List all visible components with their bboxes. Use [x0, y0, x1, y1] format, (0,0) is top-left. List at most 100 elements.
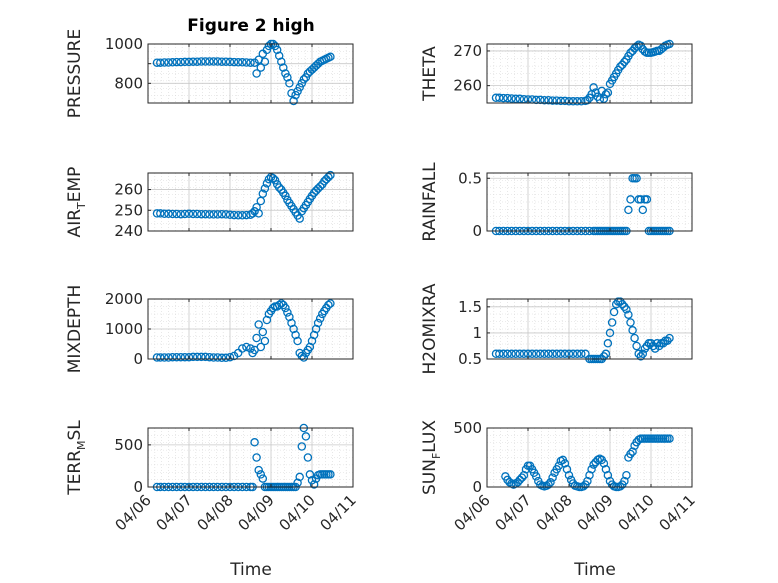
- data-point: [665, 333, 674, 343]
- data-point: [277, 57, 286, 66]
- data-point: [609, 307, 619, 317]
- data-point: [577, 349, 586, 359]
- data-point: [632, 174, 641, 183]
- axes-frame: [486, 298, 693, 360]
- y-tick-label: 0: [133, 350, 143, 368]
- data-point: [303, 453, 313, 462]
- data-point: [264, 174, 274, 184]
- data-point: [620, 57, 629, 67]
- data-point: [256, 342, 266, 352]
- data-point: [636, 195, 646, 204]
- data-point: [603, 88, 613, 97]
- data-point: [620, 476, 629, 486]
- data-point: [192, 209, 202, 219]
- data-point: [229, 57, 239, 67]
- y-tick-label: 250: [114, 201, 143, 219]
- data-point: [603, 470, 613, 480]
- data-point: [258, 474, 268, 483]
- y-tick-label: 270: [453, 42, 482, 60]
- data-point: [279, 63, 288, 72]
- data-point: [324, 300, 333, 310]
- data-point: [201, 209, 210, 219]
- data-point: [256, 63, 266, 72]
- data-point: [536, 349, 545, 359]
- data-point: [201, 57, 210, 66]
- data-point: [217, 353, 227, 363]
- data-point: [281, 303, 290, 313]
- data-point: [192, 57, 202, 66]
- data-point: [184, 209, 194, 219]
- data-point: [160, 353, 169, 362]
- axes-frame: [486, 172, 693, 232]
- data-point: [299, 75, 309, 84]
- data-point: [164, 58, 173, 67]
- data-point: [544, 95, 553, 105]
- data-point: [517, 473, 527, 482]
- data-point: [254, 320, 263, 329]
- y-axis-label: H2OMIXRA: [420, 283, 440, 374]
- data-point: [301, 432, 311, 441]
- data-point: [599, 459, 609, 468]
- data-point: [515, 94, 525, 104]
- subplot-3: 240 250 260 AIRTEMP: [65, 167, 354, 240]
- axes-frame: [486, 427, 693, 488]
- data-point: [225, 352, 235, 362]
- data-point: [285, 79, 294, 88]
- data-point: [499, 349, 508, 359]
- data-point: [213, 353, 222, 362]
- data-point: [270, 176, 280, 185]
- data-point: [309, 480, 319, 489]
- data-point: [168, 58, 177, 67]
- data-point: [188, 57, 198, 66]
- data-point: [315, 182, 325, 191]
- data-point: [238, 58, 247, 67]
- data-point: [172, 352, 181, 362]
- data-point: [544, 349, 553, 359]
- data-point: [605, 328, 615, 338]
- series-markers: [152, 170, 335, 223]
- y-tick-label: 0.5: [458, 350, 482, 368]
- data-point: [618, 299, 627, 309]
- data-point: [238, 211, 247, 220]
- data-point: [213, 57, 222, 66]
- y-tick-label: 260: [114, 181, 143, 199]
- data-point: [258, 327, 268, 337]
- data-point: [552, 349, 561, 359]
- data-point: [626, 318, 635, 327]
- data-point: [225, 210, 235, 220]
- data-point: [192, 352, 202, 362]
- data-point: [616, 297, 625, 306]
- data-point: [581, 349, 590, 359]
- data-point: [326, 52, 335, 62]
- data-point: [519, 470, 529, 480]
- data-point: [583, 95, 592, 105]
- data-point: [638, 349, 648, 359]
- y-tick-label: 260: [453, 77, 482, 95]
- data-point: [295, 83, 304, 92]
- subplot-4: 0 0.5 RAINFALL: [420, 162, 693, 242]
- data-point: [622, 470, 631, 480]
- data-point: [176, 352, 186, 362]
- data-point: [184, 57, 194, 67]
- data-point: [552, 96, 561, 105]
- data-point: [248, 209, 257, 218]
- data-point: [515, 349, 525, 359]
- data-point: [630, 333, 639, 343]
- data-point: [209, 210, 218, 219]
- data-point: [293, 478, 302, 488]
- data-point: [315, 314, 325, 323]
- data-point: [299, 353, 309, 362]
- data-point: [632, 341, 641, 351]
- data-point: [168, 209, 177, 219]
- data-point: [201, 352, 210, 362]
- data-point: [589, 83, 598, 92]
- data-point: [603, 339, 613, 348]
- data-point: [160, 209, 169, 219]
- data-point: [246, 58, 255, 67]
- data-point: [540, 349, 549, 359]
- data-point: [160, 58, 169, 67]
- subplot-2: 260 270 THETA: [420, 39, 693, 106]
- data-point: [628, 326, 637, 335]
- data-point: [579, 482, 588, 491]
- data-point: [180, 209, 190, 219]
